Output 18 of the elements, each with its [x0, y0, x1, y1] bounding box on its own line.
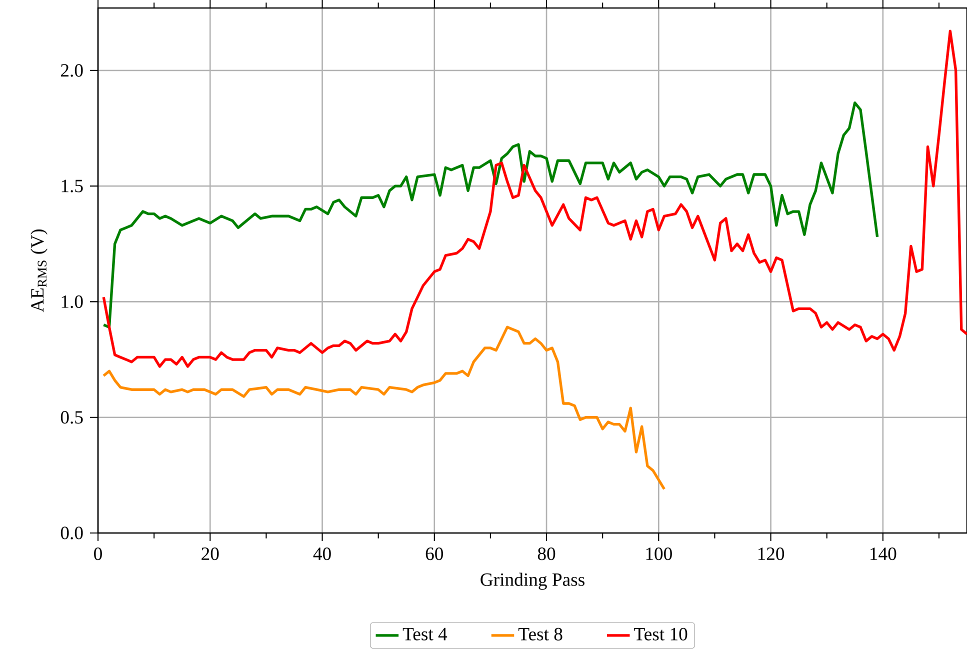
x-tick-label: 60	[426, 547, 444, 560]
legend-label: Test 4	[402, 628, 448, 640]
legend-label: Test 8	[518, 628, 562, 640]
y-axis-title: AE$_{RMS}$ (V)	[30, 229, 48, 312]
y-tick-label: 1.5	[62, 180, 83, 192]
x-tick-label: 100	[646, 547, 672, 560]
y-tick-label: 0.0	[60, 526, 83, 540]
x-tick-label: 120	[758, 547, 784, 560]
x-tick-label: 20	[202, 547, 219, 560]
y-tick-label: 1.0	[62, 295, 83, 308]
x-axis-title: Grinding Pass	[480, 572, 584, 590]
legend-label: Test 10	[634, 628, 688, 640]
x-tick-label: 80	[538, 547, 556, 560]
x-tick-label: 0	[94, 547, 102, 560]
x-tick-label: 140	[870, 547, 896, 560]
x-tick-label: 40	[313, 547, 331, 560]
y-tick-label: 0.5	[60, 411, 83, 424]
y-tick-label: 2.0	[60, 64, 83, 77]
